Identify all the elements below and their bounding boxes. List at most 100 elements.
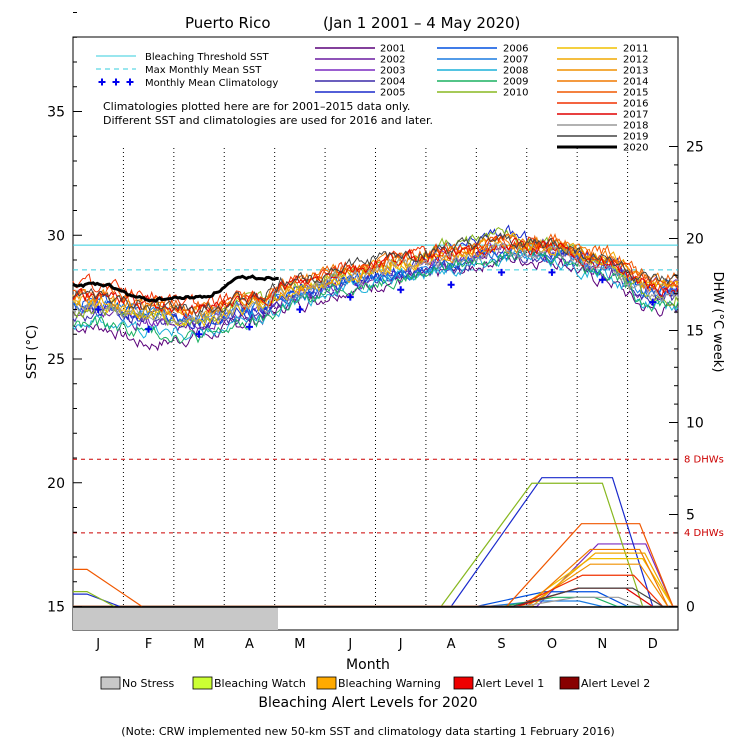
x-tick-label: J	[347, 637, 352, 652]
legend-threshold-label: Bleaching Threshold SST	[145, 52, 270, 63]
legend-label-2018: 2018	[623, 121, 648, 132]
alert-swatch	[453, 676, 474, 690]
x-tick-label: F	[145, 637, 152, 652]
dhw-tail-line	[73, 568, 143, 607]
legend-label-2016: 2016	[623, 99, 648, 110]
legend-label-2004: 2004	[380, 77, 405, 88]
y-right-tick-label: 25	[686, 140, 704, 156]
legend-label-2020: 2020	[623, 143, 648, 154]
climatology-marker	[145, 325, 153, 333]
y-right-tick-label: 15	[686, 324, 704, 340]
alert-swatch	[192, 676, 213, 690]
x-tick-label: S	[497, 637, 505, 652]
climatology-marker	[598, 276, 606, 284]
alert-label: No Stress	[122, 677, 175, 690]
legend-label-2006: 2006	[503, 44, 528, 55]
y-left-tick-label: 25	[47, 352, 65, 368]
y-axis-left-label: SST (°C)	[25, 325, 40, 379]
climatology-marker	[447, 281, 455, 289]
alert-label: Alert Level 2	[581, 677, 650, 690]
note-line-2: Different SST and climatologies are used…	[103, 114, 433, 127]
legend-label-2013: 2013	[623, 66, 648, 77]
x-tick-label: D	[648, 637, 658, 652]
climatology-marker	[195, 330, 203, 338]
alert-label: Bleaching Warning	[338, 677, 441, 690]
sst-series	[72, 224, 679, 352]
climatology-marker	[649, 298, 657, 306]
legend-label-2015: 2015	[623, 88, 648, 99]
legend-climatology-cross	[112, 78, 120, 86]
x-tick-label: O	[547, 637, 557, 652]
alert-levels-title: Bleaching Alert Levels for 2020	[258, 695, 477, 711]
legend-reference: Bleaching Threshold SST Max Monthly Mean…	[96, 52, 278, 89]
y-left-tick-label: 35	[47, 105, 65, 121]
legend-climatology-label: Monthly Mean Climatology	[145, 78, 278, 89]
y-left-tick-label: 20	[47, 476, 65, 492]
sst-line-2020	[72, 274, 279, 304]
legend-mmm-label: Max Monthly Mean SST	[145, 65, 262, 76]
sst-line-2001	[72, 254, 679, 352]
sst-line-2019	[72, 232, 679, 317]
sst-line-2015	[72, 232, 679, 317]
dhw-4-label: 4 DHWs	[684, 528, 724, 539]
x-axis-label: Month	[346, 657, 390, 673]
x-tick-label: J	[398, 637, 403, 652]
y-right-tick-label: 10	[686, 416, 704, 432]
climatology-marker	[498, 268, 506, 276]
dhw-tail-line	[73, 593, 121, 608]
x-tick-label: J	[95, 637, 100, 652]
sst-line-2008	[72, 250, 679, 341]
legend-climatology-marker	[98, 78, 134, 86]
climatology-marker	[245, 323, 253, 331]
legend-label-2011: 2011	[623, 44, 648, 55]
chart-title-location: Puerto Rico	[185, 14, 271, 32]
alert-swatch	[559, 676, 580, 690]
y-axis-right-label: DHW (°C week)	[710, 272, 725, 373]
y-right-tick-label: 0	[686, 600, 695, 616]
sst-line-2018	[72, 242, 679, 324]
y-right-tick-label: 20	[686, 232, 704, 248]
alert-swatch	[316, 676, 337, 690]
x-tick-label: A	[447, 637, 456, 652]
footnote: (Note: CRW implemented new 50-km SST and…	[121, 725, 614, 738]
dhw-tail-line	[73, 591, 115, 608]
dhw-8-label: 8 DHWs	[684, 454, 724, 465]
legend-label-2008: 2008	[503, 66, 528, 77]
y-left-tick-label: 15	[47, 600, 65, 616]
legend-label-2019: 2019	[623, 132, 648, 143]
x-tick-label: M	[193, 637, 204, 652]
legend-label-2014: 2014	[623, 77, 648, 88]
sst-line-2009	[72, 246, 679, 344]
chart-title-range: (Jan 1 2001 – 4 May 2020)	[323, 14, 520, 32]
climatology-marker	[346, 293, 354, 301]
alert-levels-legend: No Stress Bleaching Watch Bleaching Warnin…	[100, 676, 650, 690]
alert-label: Bleaching Watch	[214, 677, 306, 690]
climatology-marker	[397, 286, 405, 294]
legend-label-2012: 2012	[623, 55, 648, 66]
x-tick-label: M	[294, 637, 305, 652]
note-line-1: Climatologies plotted here are for 2001–…	[103, 100, 410, 113]
alert-label: Alert Level 1	[475, 677, 544, 690]
climatology-marker	[548, 268, 556, 276]
legend-label-2010: 2010	[503, 88, 528, 99]
alert-swatch	[100, 676, 121, 690]
legend-climatology-cross	[98, 78, 106, 86]
x-tick-label: N	[598, 637, 608, 652]
legend-label-2002: 2002	[380, 55, 405, 66]
legend-label-2003: 2003	[380, 66, 405, 77]
legend-label-2005: 2005	[380, 88, 405, 99]
y-left-tick-label: 30	[47, 228, 65, 244]
x-tick-label: A	[245, 637, 254, 652]
y-right-tick-label: 5	[686, 508, 695, 524]
legend-label-2001: 2001	[380, 44, 405, 55]
climatology-marker	[94, 306, 102, 313]
left-axis: 15 20 25 30 35	[47, 12, 82, 616]
right-axis: 0 5 10 15 20 25	[669, 140, 704, 616]
climatology-marker	[296, 306, 304, 313]
sst-line-2016	[72, 235, 679, 310]
legend-label-2009: 2009	[503, 77, 528, 88]
month-gridlines	[122, 148, 629, 607]
